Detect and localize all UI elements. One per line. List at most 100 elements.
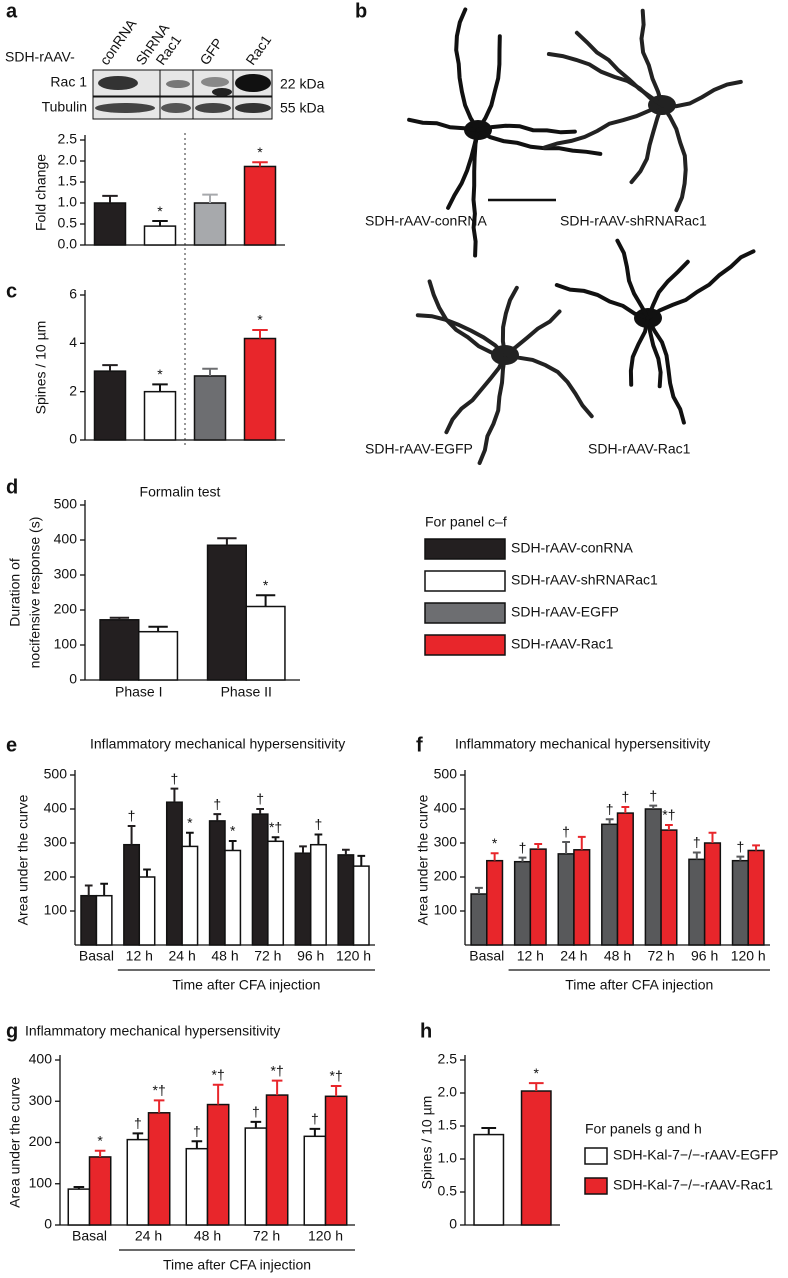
y-tick-label: 2.0 [58,152,78,168]
significance-marker: † [693,834,701,850]
x-axis-label: Time after CFA injection [163,1257,311,1273]
bar [244,1127,268,1226]
significance-marker: † [606,801,614,817]
error-bar [217,537,237,546]
neuron-caption: SDH-rAAV-shRNARac1 [560,213,707,229]
chart-title: Inflammatory mechanical hypersensitivity [90,736,345,752]
error-bar [73,1186,85,1190]
x-tick-label: 12 h [517,948,544,964]
x-tick-label: 24 h [169,948,196,964]
significance-marker: * [492,835,498,851]
dendrite [639,8,664,107]
significance-marker: † [621,789,629,805]
y-tick-label: 400 [54,531,78,547]
significance-marker: *† [212,1066,225,1082]
dendrite [646,249,756,320]
dendrite [660,79,743,109]
y-axis-label: Spines / 10 µm [419,1096,435,1190]
neuron-caption: SDH-rAAV-conRNA [365,213,488,229]
error-bar [256,808,264,815]
y-tick-label: 0.0 [58,236,78,252]
bar [573,849,591,946]
dendrite [660,103,688,213]
x-tick-label: Basal [72,1228,107,1244]
panel-letter: h [420,1020,432,1042]
y-tick-label: 1.5 [58,173,78,189]
error-bar [562,840,571,854]
significance-marker: † [252,1104,260,1120]
dendrite [444,353,507,435]
blot-row-label: Rac 1 [50,74,87,90]
x-axis-label: Time after CFA injection [565,977,713,993]
bar [99,619,140,681]
bar [206,544,248,681]
significance-marker: *† [153,1082,166,1098]
x-tick-label: 12 h [126,948,153,964]
blot-size: 22 kDa [280,76,325,92]
y-axis-label: nocifensive response (s) [27,517,43,669]
blot-prefix: SDH-rAAV- [5,49,75,65]
y-tick-label: 100 [29,1174,53,1190]
x-tick-label: 120 h [731,948,766,964]
significance-marker: * [257,312,263,328]
blot-row-label: Tubulin [42,99,87,115]
legend-label: SDH-Kal-7−/−-rAAV-Rac1 [613,1177,773,1193]
x-tick-label: Basal [79,948,114,964]
dendrite [574,30,664,107]
legend-swatch [424,634,506,656]
bar [193,375,227,441]
x-tick-label: 24 h [135,1228,162,1244]
bar [147,1112,171,1226]
bar [601,823,619,946]
bar [473,1133,505,1226]
legend-swatch [424,602,506,624]
legend-label: SDH-rAAV-EGFP [511,604,619,620]
error-bar [649,804,658,809]
dendrite [615,238,650,320]
dendrite [646,316,663,389]
dendrite [542,103,664,150]
significance-marker: *† [271,1062,284,1078]
legend-label: SDH-rAAV-shRNARac1 [511,572,658,588]
y-axis-label: Duration of [7,558,23,627]
y-tick-label: 100 [44,902,68,918]
x-tick-label: 24 h [560,948,587,964]
bar [208,820,226,946]
y-tick-label: 1.5 [438,1117,458,1133]
error-bar [109,616,130,620]
error-bar [330,1084,342,1097]
y-tick-label: 300 [434,834,458,850]
bar [337,854,355,946]
bar [243,165,277,246]
error-bar [752,844,760,851]
bar [303,1135,327,1226]
significance-marker: * [157,366,163,382]
y-tick-label: 0.5 [58,215,78,231]
dendrite [503,353,594,419]
blot-size: 55 kDa [280,100,325,116]
bar [143,390,177,441]
x-tick-label: 72 h [253,1228,280,1244]
error-bar [342,848,350,855]
significance-marker: * [534,1065,540,1081]
panel-letter: e [6,734,17,756]
y-tick-label: 500 [44,766,68,782]
error-bar [213,813,222,821]
bar [123,843,141,946]
dendrite [554,283,650,320]
error-bar [152,383,168,392]
error-bar [102,194,118,203]
bar [243,337,277,441]
lane-label: GFP [196,35,226,68]
y-tick-label: 1.0 [58,194,78,210]
significance-marker: *† [269,819,282,835]
bar [206,1103,230,1226]
bar [95,894,113,946]
bar [67,1188,91,1226]
bar [520,1090,552,1226]
y-tick-label: 500 [434,766,458,782]
chart-title: Inflammatory mechanical hypersensitivity [25,1023,280,1039]
bar [143,225,177,246]
error-bar [252,161,268,167]
panel-letter: a [6,0,18,22]
